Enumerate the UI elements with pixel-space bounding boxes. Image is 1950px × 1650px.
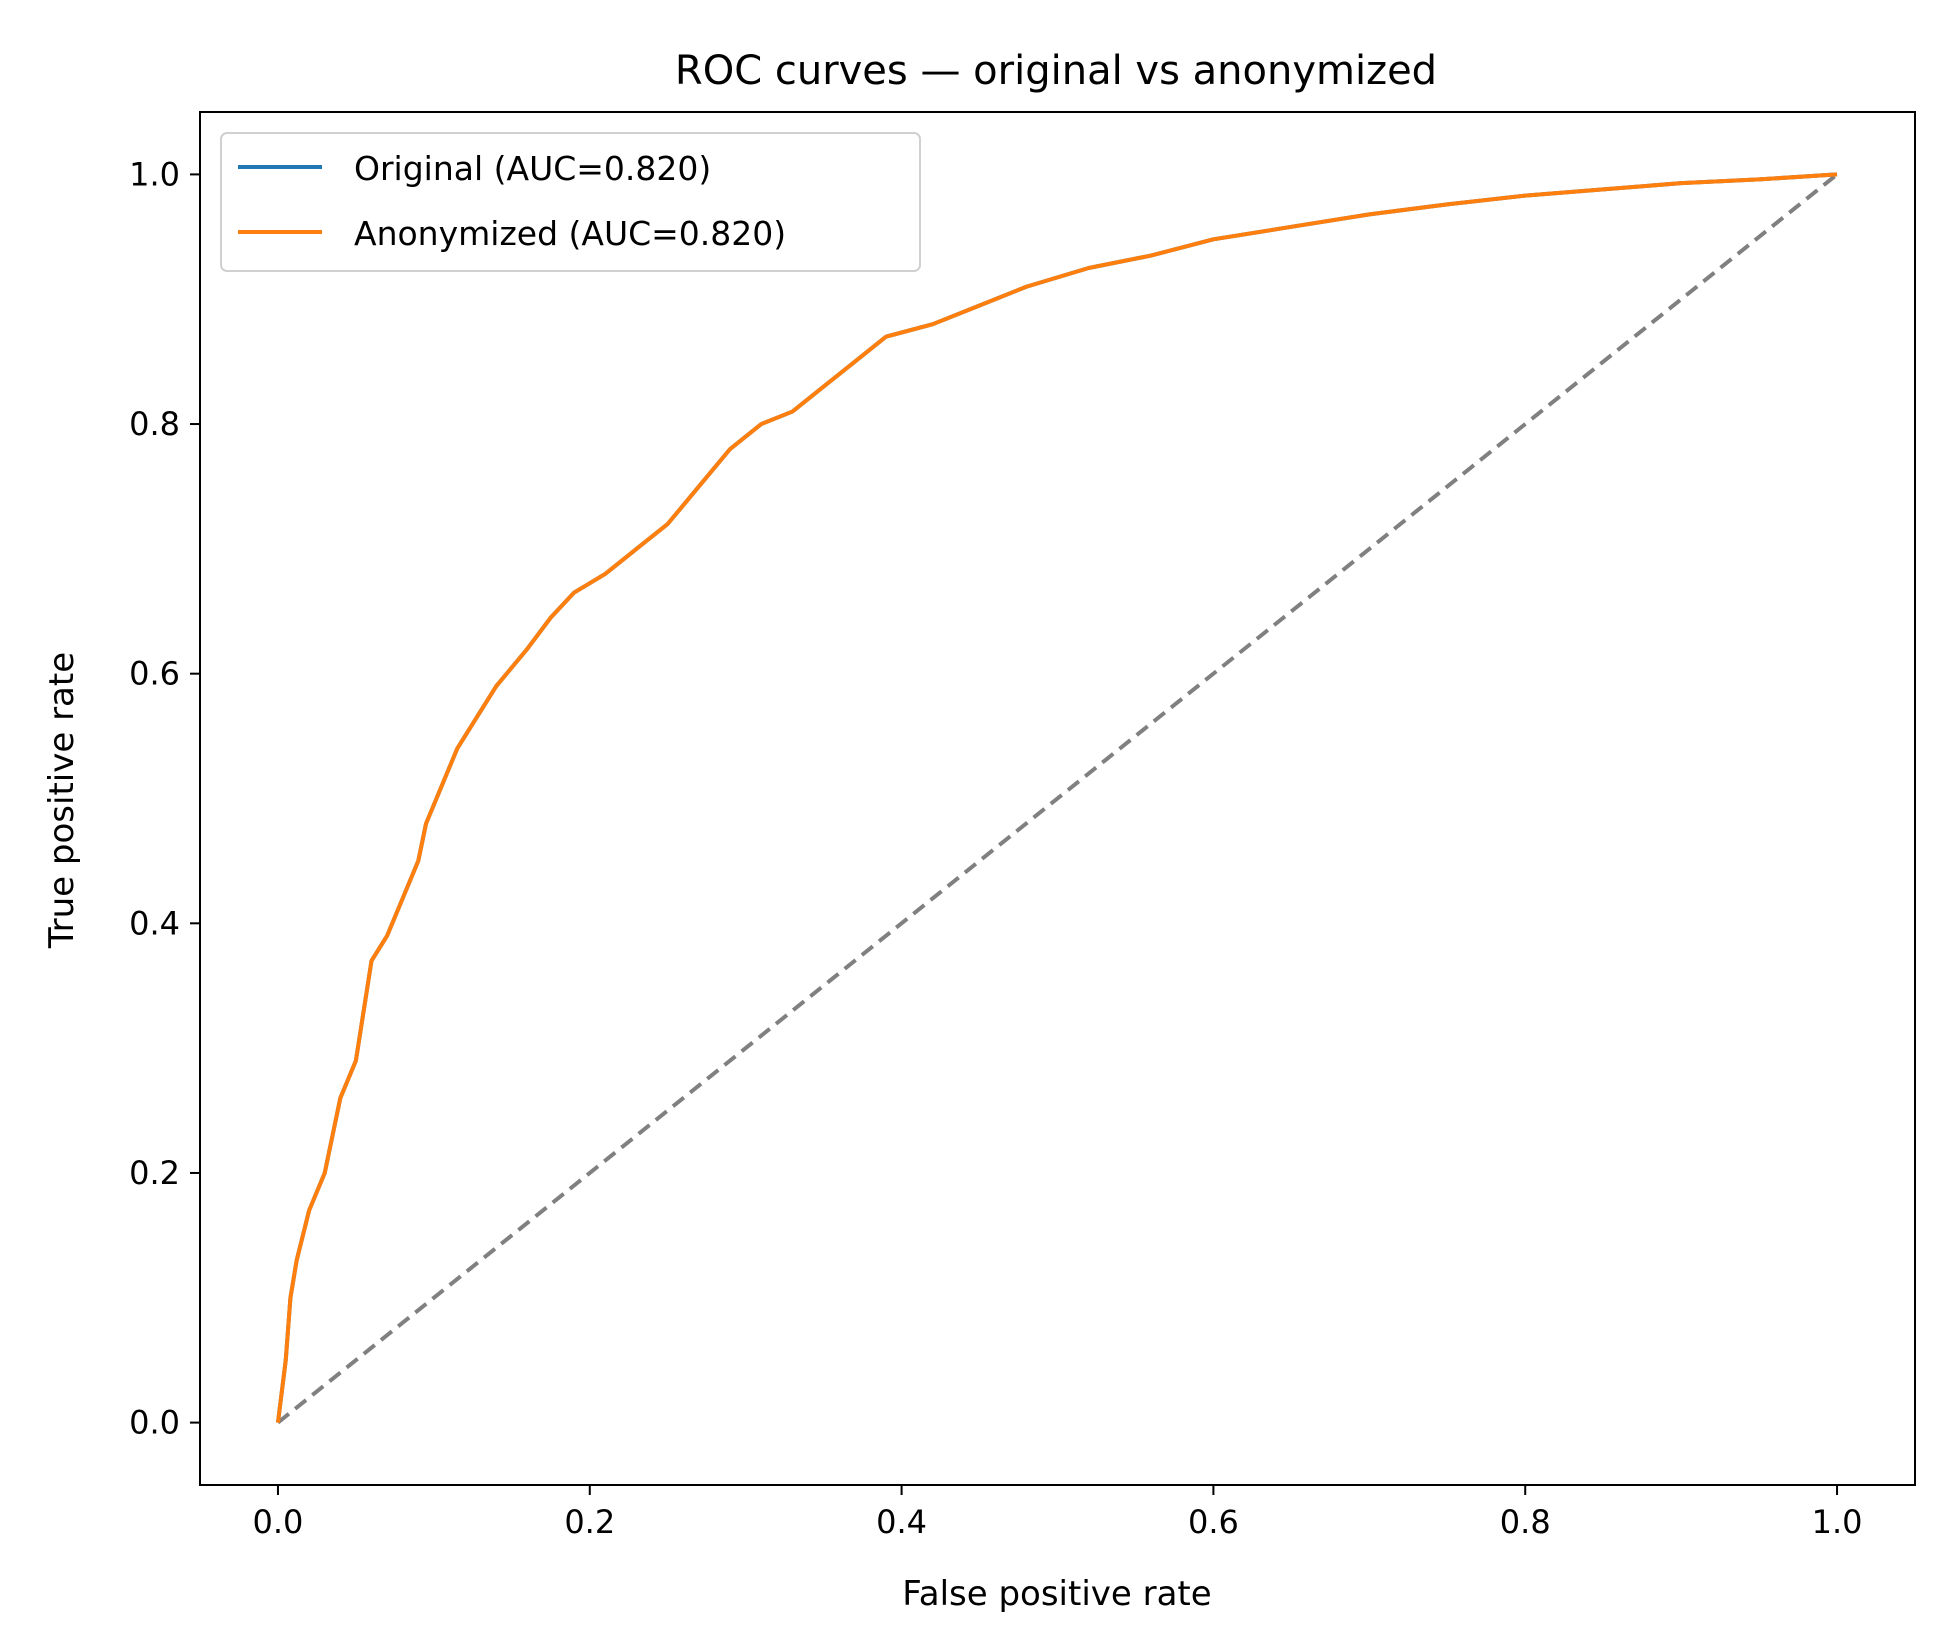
x-tick-label: 0.4 — [876, 1503, 927, 1541]
legend: Original (AUC=0.820) Anonymized (AUC=0.8… — [220, 132, 921, 272]
x-tick-label: 1.0 — [1812, 1503, 1863, 1541]
x-tick-label: 0.8 — [1500, 1503, 1551, 1541]
x-tick-label: 0.2 — [564, 1503, 615, 1541]
legend-box — [220, 132, 921, 272]
y-tick-label: 0.0 — [129, 1404, 180, 1442]
x-tick-label: 0.0 — [253, 1503, 304, 1541]
chart-title: ROC curves — original vs anonymized — [675, 48, 1437, 94]
y-tick-label: 0.4 — [129, 904, 180, 942]
x-tick-label: 0.6 — [1188, 1503, 1239, 1541]
series-line-anonymized — [275, 172, 1838, 1423]
legend-label-original: Original (AUC=0.820) — [354, 149, 711, 188]
chance-reference-line — [276, 172, 1839, 1425]
axis-ticks: 0.0 0.2 0.4 0.6 0.8 1.0 0.0 0.2 0.4 0.6 0.8 1.0 — [129, 155, 1862, 1541]
plot-area — [275, 172, 1839, 1425]
y-tick-label: 0.6 — [129, 655, 180, 693]
y-axis-label: True positive rate — [42, 652, 82, 949]
y-tick-label: 0.2 — [129, 1154, 180, 1192]
x-axis-label: False positive rate — [902, 1574, 1211, 1614]
axes-frame — [199, 111, 1916, 1486]
y-tick-label: 1.0 — [129, 155, 180, 193]
legend-label-anonymized: Anonymized (AUC=0.820) — [354, 214, 786, 253]
y-tick-label: 0.8 — [129, 405, 180, 443]
